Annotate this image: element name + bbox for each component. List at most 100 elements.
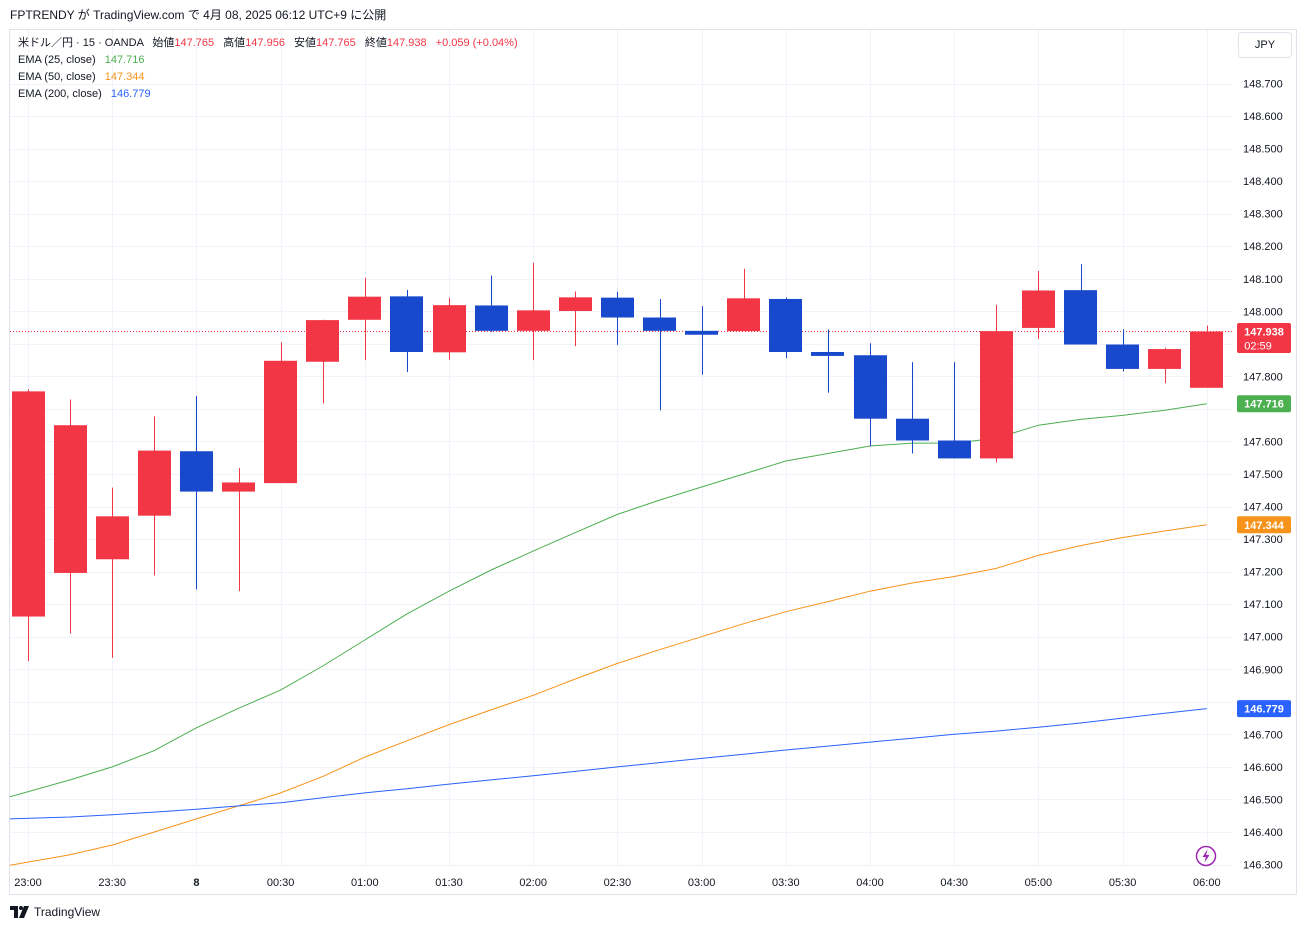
candle-body [348, 296, 381, 320]
y-tick-label: 147.300 [1243, 534, 1283, 546]
y-tick-label: 148.500 [1243, 144, 1283, 156]
x-tick-label: 01:00 [351, 877, 379, 889]
candle-body [306, 320, 339, 362]
y-tick-label: 146.600 [1243, 762, 1283, 774]
y-tick-label: 147.100 [1243, 599, 1283, 611]
candle-body [811, 351, 844, 356]
currency-button[interactable]: JPY [1238, 32, 1292, 58]
candle-body [896, 418, 929, 441]
x-tick-label: 04:00 [856, 877, 884, 889]
x-tick-label: 01:30 [435, 877, 463, 889]
x-tick-label: 03:30 [772, 877, 800, 889]
change-value: +0.059 (+0.04%) [435, 37, 518, 49]
x-tick-label: 23:00 [14, 877, 42, 889]
x-tick-label: 03:00 [688, 877, 716, 889]
y-tick-label: 146.400 [1243, 827, 1283, 839]
candle-body [222, 482, 255, 492]
plot-area [10, 262, 1232, 866]
x-tick-label: 02:30 [604, 877, 632, 889]
ema-line-200 [10, 708, 1207, 820]
low-value: 147.765 [316, 37, 356, 49]
ema50-price-tag-text: 147.344 [1244, 520, 1285, 532]
y-tick-label: 148.700 [1243, 79, 1283, 91]
ema25-price-tag-text: 147.716 [1244, 399, 1284, 411]
y-tick-label: 148.400 [1243, 176, 1283, 188]
y-tick-label: 147.200 [1243, 567, 1283, 579]
candle-body [685, 330, 718, 335]
candle-body [559, 297, 592, 311]
ema50-row[interactable]: EMA (50, close) 147.344 [18, 69, 518, 86]
last-price-tag-text: 147.938 [1244, 326, 1284, 338]
candle-body [643, 317, 676, 331]
chart-legend: 米ドル／円 · 15 · OANDA 始値 147.765 高値147.956 安… [18, 35, 518, 103]
candle-body [980, 331, 1013, 459]
y-tick-label: 148.300 [1243, 209, 1283, 221]
ema200-price-tag-text: 146.779 [1244, 704, 1284, 716]
x-tick-label: 02:00 [519, 877, 547, 889]
x-tick-label: 23:30 [98, 877, 126, 889]
y-tick-label: 148.200 [1243, 241, 1283, 253]
high-value: 147.956 [245, 37, 285, 49]
candle-body [390, 296, 423, 352]
last-price-tag [1237, 322, 1291, 353]
high-label: 高値 [223, 37, 246, 49]
footer-brand: TradingView [34, 905, 101, 919]
tradingview-logo-icon [10, 906, 29, 918]
candle-body [54, 425, 87, 573]
ema200-value: 146.779 [110, 88, 151, 100]
candle-body [1106, 344, 1139, 369]
y-tick-label: 148.600 [1243, 111, 1283, 123]
y-tick-label: 147.500 [1243, 469, 1283, 481]
y-tick-label: 147.800 [1243, 371, 1283, 383]
candle-body [1148, 349, 1181, 369]
ema25-value: 147.716 [104, 54, 145, 66]
candle-body [96, 516, 129, 560]
low-label: 安値 [294, 37, 317, 49]
y-tick-label: 146.900 [1243, 664, 1283, 676]
candle-body [769, 298, 802, 352]
x-tick-label: 8 [193, 877, 199, 889]
countdown-text: 02:59 [1244, 340, 1272, 352]
candle-body [1064, 290, 1097, 345]
ohlc-row: 米ドル／円 · 15 · OANDA 始値 147.765 高値147.956 安… [18, 35, 518, 52]
y-tick-label: 146.500 [1243, 794, 1283, 806]
ema25-row[interactable]: EMA (25, close) 147.716 [18, 52, 518, 69]
candle-body [727, 298, 760, 332]
x-tick-label: 00:30 [267, 877, 295, 889]
candle-body [264, 360, 297, 484]
chart-frame [9, 29, 1297, 895]
candle-body [1022, 290, 1055, 328]
y-tick-label: 148.000 [1243, 306, 1283, 318]
y-tick-label: 146.300 [1243, 860, 1283, 872]
y-tick-label: 147.000 [1243, 632, 1283, 644]
publish-header: FPTRENDY が TradingView.com で 4月 08, 2025… [10, 8, 387, 22]
y-tick-label: 147.600 [1243, 436, 1283, 448]
candle-body [180, 451, 213, 492]
ema200-label: EMA (200, close) [18, 88, 102, 100]
candle-body [938, 440, 971, 459]
x-tick-label: 05:30 [1109, 877, 1137, 889]
ema-line-50 [10, 524, 1207, 866]
candle-body [1190, 331, 1223, 388]
candle-body [517, 310, 550, 331]
tradingview-footer[interactable]: TradingView [10, 905, 100, 919]
symbol-label[interactable]: 米ドル／円 · 15 · OANDA [18, 37, 144, 49]
x-tick-label: 05:00 [1025, 877, 1053, 889]
ema25-label: EMA (25, close) [18, 54, 96, 66]
ema50-price-tag [1237, 516, 1291, 534]
y-tick-label: 146.700 [1243, 729, 1283, 741]
ema200-row[interactable]: EMA (200, close) 146.779 [18, 86, 518, 103]
open-label: 始値 [152, 37, 175, 49]
candle-body [601, 297, 634, 318]
ema50-label: EMA (50, close) [18, 71, 96, 83]
close-label: 終値 [364, 37, 387, 49]
close-value: 147.938 [386, 37, 427, 49]
candle-body [433, 305, 466, 353]
candle-body [12, 391, 45, 617]
ema50-value: 147.344 [104, 71, 145, 83]
lightning-icon[interactable] [1195, 845, 1217, 867]
candle-body [475, 305, 508, 331]
x-tick-label: 06:00 [1193, 877, 1221, 889]
y-tick-label: 147.400 [1243, 502, 1283, 514]
